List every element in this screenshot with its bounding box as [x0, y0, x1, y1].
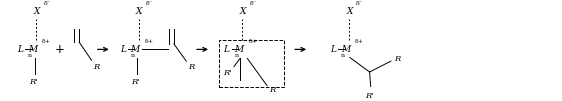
Text: L: L — [17, 45, 23, 54]
Text: R': R' — [132, 78, 140, 86]
Text: M: M — [28, 45, 37, 54]
Text: n: n — [131, 53, 135, 58]
Text: δ⁻: δ⁻ — [146, 1, 153, 6]
Text: δ⁻: δ⁻ — [43, 1, 51, 6]
Text: M: M — [341, 45, 350, 54]
Text: δ+: δ+ — [42, 39, 51, 44]
Text: X: X — [346, 7, 352, 16]
Text: δ+: δ+ — [355, 39, 364, 44]
Text: R: R — [269, 86, 275, 94]
Text: M: M — [234, 45, 243, 54]
Text: δ⁻: δ⁻ — [356, 1, 363, 6]
Text: M: M — [130, 45, 140, 54]
Text: R': R' — [29, 78, 38, 86]
Text: X: X — [136, 7, 142, 16]
Text: R: R — [93, 63, 99, 71]
Bar — [219, 40, 284, 87]
Text: X: X — [33, 7, 40, 16]
Text: L: L — [330, 45, 336, 54]
Text: R: R — [394, 55, 400, 63]
Text: δ+: δ+ — [145, 39, 154, 44]
Text: n: n — [341, 53, 345, 58]
Text: δ⁻: δ⁻ — [250, 1, 257, 6]
Text: n: n — [28, 53, 32, 58]
Text: L: L — [224, 45, 229, 54]
Text: R': R' — [365, 92, 374, 100]
Text: n: n — [234, 53, 238, 58]
Text: R': R' — [224, 69, 232, 77]
Text: δ+: δ+ — [248, 39, 257, 44]
Text: R: R — [188, 64, 194, 72]
Text: +: + — [55, 43, 65, 56]
Text: L: L — [120, 45, 126, 54]
Text: X: X — [239, 7, 246, 16]
